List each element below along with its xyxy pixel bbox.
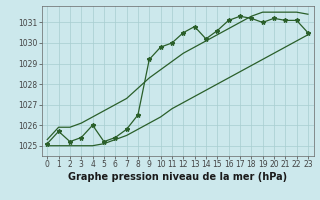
X-axis label: Graphe pression niveau de la mer (hPa): Graphe pression niveau de la mer (hPa) (68, 172, 287, 182)
